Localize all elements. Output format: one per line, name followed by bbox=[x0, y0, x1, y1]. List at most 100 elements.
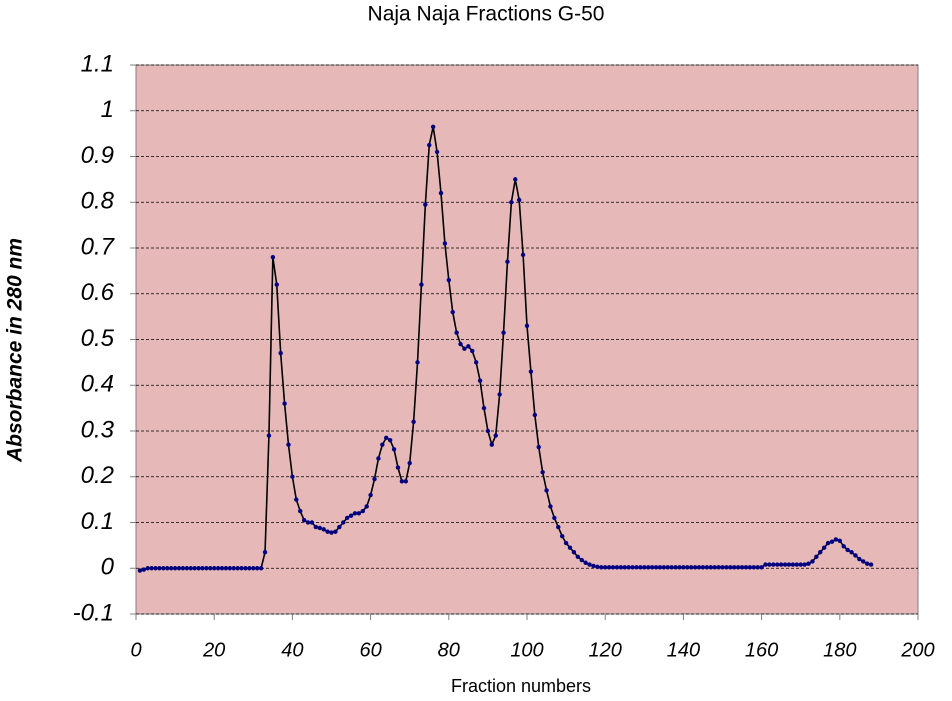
data-point bbox=[556, 524, 561, 530]
data-point bbox=[168, 566, 174, 571]
data-point bbox=[548, 504, 553, 509]
data-point bbox=[618, 565, 624, 570]
data-point bbox=[626, 565, 631, 570]
data-point bbox=[696, 565, 702, 570]
data-point bbox=[184, 566, 190, 571]
data-point bbox=[172, 566, 178, 571]
data-point bbox=[145, 566, 150, 571]
y-tick-label: 1 bbox=[101, 96, 114, 123]
data-point bbox=[575, 554, 581, 560]
data-point bbox=[399, 479, 405, 484]
data-point bbox=[689, 565, 694, 570]
data-point bbox=[771, 562, 776, 567]
data-point bbox=[790, 562, 796, 567]
data-point bbox=[669, 565, 674, 570]
data-point bbox=[563, 540, 569, 546]
data-point bbox=[861, 559, 866, 564]
data-point bbox=[673, 565, 678, 570]
data-point bbox=[364, 504, 369, 509]
data-point bbox=[837, 538, 842, 543]
data-point bbox=[677, 565, 682, 570]
data-point bbox=[794, 562, 799, 567]
data-point bbox=[282, 401, 287, 406]
x-tick-label: 0 bbox=[130, 639, 141, 661]
data-point bbox=[833, 537, 839, 542]
y-tick-label: 0.4 bbox=[81, 371, 114, 398]
data-point bbox=[751, 565, 756, 570]
data-point bbox=[372, 476, 377, 482]
data-point bbox=[176, 566, 182, 571]
data-point bbox=[286, 442, 291, 447]
data-point bbox=[528, 369, 534, 374]
data-point bbox=[544, 488, 549, 493]
y-tick-label: 0.2 bbox=[81, 462, 114, 489]
data-point bbox=[466, 344, 471, 349]
data-point bbox=[407, 460, 412, 466]
data-point bbox=[599, 565, 604, 570]
data-point bbox=[587, 562, 592, 567]
data-point bbox=[657, 565, 663, 570]
data-point bbox=[763, 562, 768, 567]
data-point bbox=[782, 562, 788, 567]
data-point bbox=[841, 544, 846, 549]
x-tick-label: 140 bbox=[667, 639, 700, 661]
data-point bbox=[712, 565, 717, 570]
data-point bbox=[755, 565, 760, 570]
y-tick-label: 0.5 bbox=[81, 325, 115, 352]
data-point bbox=[161, 566, 166, 571]
y-tick-label: 0 bbox=[101, 554, 115, 581]
data-point bbox=[610, 565, 616, 570]
data-point bbox=[208, 566, 213, 571]
data-point bbox=[802, 562, 807, 567]
data-point bbox=[387, 437, 393, 443]
data-point bbox=[646, 565, 651, 570]
data-point bbox=[247, 566, 252, 571]
data-point bbox=[258, 566, 264, 571]
x-tick-label: 180 bbox=[823, 639, 856, 661]
data-point bbox=[391, 447, 397, 452]
data-point bbox=[536, 444, 541, 450]
data-point bbox=[501, 330, 506, 335]
data-point bbox=[305, 520, 311, 525]
data-point bbox=[559, 534, 565, 539]
data-point bbox=[454, 330, 459, 335]
data-point bbox=[786, 562, 792, 567]
data-point bbox=[235, 566, 240, 571]
data-point bbox=[732, 565, 737, 570]
data-point bbox=[153, 566, 158, 571]
data-point bbox=[743, 565, 749, 570]
data-point bbox=[458, 341, 463, 347]
data-point bbox=[243, 566, 248, 571]
data-point bbox=[157, 566, 162, 571]
data-point bbox=[778, 562, 784, 567]
data-point bbox=[376, 456, 381, 461]
data-point bbox=[301, 518, 307, 523]
y-tick-label: -0.1 bbox=[73, 599, 114, 626]
data-point bbox=[685, 565, 690, 570]
x-tick-label: 120 bbox=[589, 639, 622, 661]
x-tick-label: 100 bbox=[510, 639, 543, 661]
data-point bbox=[403, 479, 408, 484]
data-point bbox=[325, 529, 330, 534]
data-point bbox=[638, 565, 643, 570]
data-point bbox=[227, 566, 233, 571]
data-point bbox=[395, 465, 401, 470]
data-point bbox=[450, 309, 455, 315]
x-tick-label: 80 bbox=[438, 639, 460, 661]
data-point bbox=[849, 550, 854, 555]
data-point bbox=[540, 469, 545, 475]
data-point bbox=[204, 566, 209, 571]
y-tick-label: 0.6 bbox=[81, 279, 115, 306]
y-axis-label: Absorbance in 280 nm bbox=[4, 238, 27, 463]
x-axis-label: Fraction numbers bbox=[451, 676, 591, 696]
data-point bbox=[857, 556, 862, 562]
data-point bbox=[700, 565, 706, 570]
data-point bbox=[427, 142, 432, 148]
data-point bbox=[614, 565, 620, 570]
data-point bbox=[262, 550, 268, 555]
data-point bbox=[321, 527, 326, 532]
data-point bbox=[665, 565, 670, 570]
data-point bbox=[481, 405, 487, 411]
data-point bbox=[442, 241, 448, 246]
data-point bbox=[818, 550, 823, 555]
